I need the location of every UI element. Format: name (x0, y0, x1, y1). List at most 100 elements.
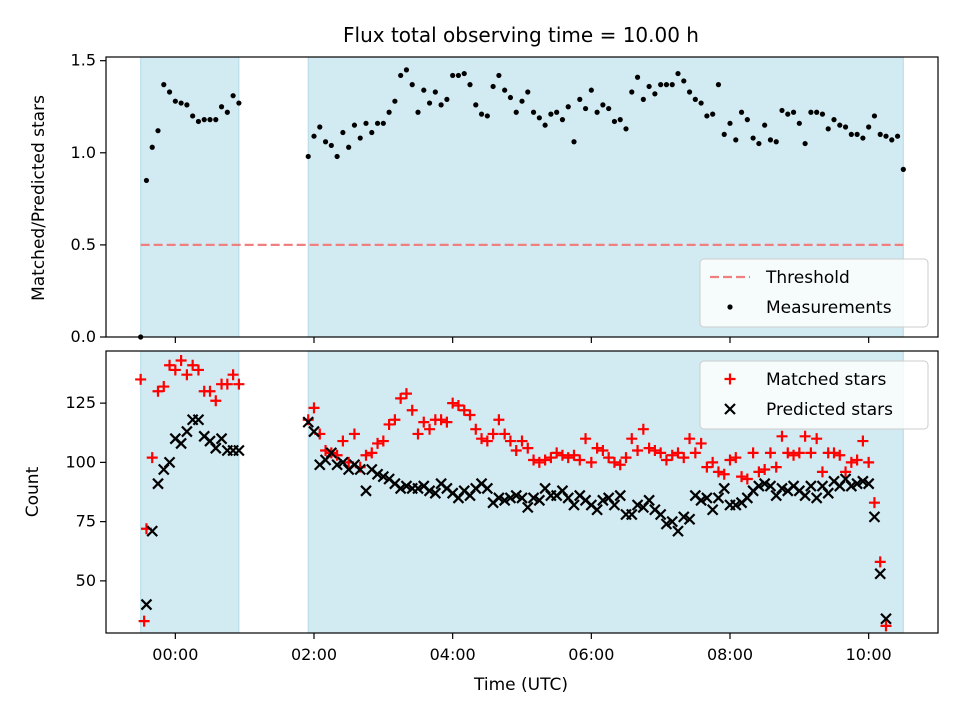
plus-point (620, 452, 632, 464)
y-tick-label: 0.0 (71, 327, 96, 346)
plus-point (372, 437, 384, 449)
plus-point (424, 423, 436, 435)
plus-point (481, 435, 493, 447)
x-point (706, 503, 719, 516)
legend: Matched stars Predicted stars (699, 360, 929, 430)
dot-point (871, 113, 878, 119)
x-point (308, 425, 320, 438)
legend: Threshold Measurements (699, 258, 929, 328)
x-point (175, 437, 187, 450)
dot-point (190, 113, 196, 119)
plus-point (851, 454, 863, 466)
dot-point (611, 118, 618, 125)
dot-point (698, 100, 704, 106)
plus-point (724, 454, 736, 466)
dot-point (444, 96, 450, 102)
plus-point (348, 428, 360, 440)
x-point (614, 489, 626, 502)
plus-point (666, 449, 678, 461)
dot-point (617, 117, 623, 123)
plus-point (585, 456, 597, 468)
dot-point (773, 139, 779, 145)
plus-point (753, 466, 765, 478)
plus-point (730, 452, 742, 464)
plus-point (360, 449, 372, 461)
x-point (516, 492, 528, 504)
dot-point (819, 111, 826, 117)
legend-x-swatch (724, 403, 736, 415)
x-point (862, 477, 875, 490)
plus-point (366, 447, 378, 459)
dot-point (629, 89, 635, 95)
x-point (360, 485, 372, 497)
dot-point (432, 89, 438, 95)
dot-point (398, 72, 404, 79)
plus-point (470, 423, 482, 435)
plus-point (175, 354, 187, 366)
dot-point (513, 109, 519, 115)
x-point (799, 489, 811, 502)
bottom-y-axis-label: Count (23, 466, 43, 517)
plus-point (770, 461, 782, 473)
plus-point (834, 449, 846, 461)
top-y-axis-label: Matched/Predicted stars (29, 95, 49, 301)
dot-point (894, 133, 901, 139)
plus-point (308, 402, 320, 414)
x-point (608, 499, 621, 511)
y-tick-label: 0.5 (71, 235, 96, 254)
plus-point (695, 437, 707, 449)
plus-point (672, 447, 684, 459)
x-tick-label: 00:00 (152, 645, 198, 664)
dot-point (842, 124, 849, 130)
dot-point (848, 131, 854, 137)
dot-point (530, 109, 537, 115)
plus-point (684, 433, 696, 445)
dot-point (825, 126, 831, 132)
dot-point (392, 98, 398, 104)
plus-point (192, 364, 204, 376)
plus-point (816, 466, 828, 478)
dot-point (311, 133, 317, 139)
dot-point (889, 137, 895, 143)
dot-point (900, 166, 906, 172)
plus-point (221, 378, 233, 390)
dot-point (796, 120, 802, 126)
x-point (152, 477, 164, 490)
dot-point (525, 89, 531, 95)
plus-point (857, 435, 869, 447)
plus-point (510, 445, 522, 457)
dot-point (877, 131, 883, 137)
plus-point (811, 433, 823, 445)
plus-point (158, 381, 170, 393)
dot-point (779, 107, 785, 114)
plus-point (533, 456, 545, 468)
legend-box (699, 360, 929, 430)
dot-point (172, 98, 178, 104)
plus-point (169, 364, 181, 376)
x-point (672, 525, 684, 537)
dot-point (161, 82, 167, 88)
dot-point (767, 137, 774, 143)
plus-point (712, 466, 724, 478)
x-point (822, 487, 834, 499)
shaded-interval-1 (140, 56, 240, 338)
dot-point (554, 109, 560, 115)
dot-point (582, 105, 589, 112)
x-point (210, 442, 222, 454)
x-point (654, 508, 667, 521)
dot-point (790, 109, 797, 115)
legend-plus-swatch (724, 373, 736, 385)
x-point (712, 492, 725, 504)
x-point (810, 492, 823, 504)
x-point (701, 492, 713, 504)
plus-point (395, 392, 407, 404)
plus-point (845, 456, 857, 468)
plus-point (383, 418, 395, 430)
dot-point (455, 72, 462, 79)
plus-point (643, 442, 655, 454)
dot-point (727, 120, 733, 126)
plus-point (655, 447, 667, 459)
dot-point (715, 82, 722, 88)
dot-point (692, 96, 698, 102)
